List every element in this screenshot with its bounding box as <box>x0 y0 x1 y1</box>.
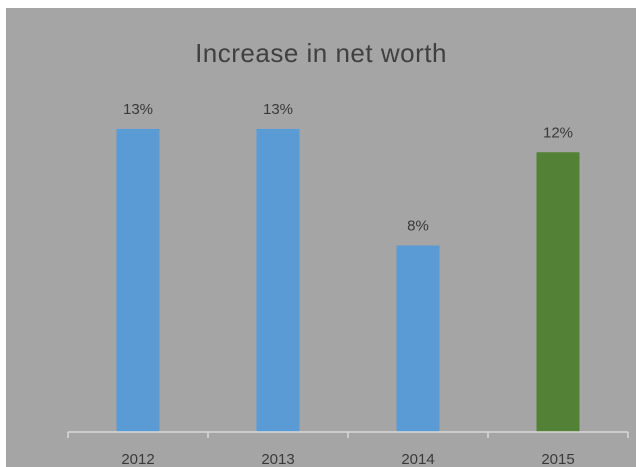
data-label-2013: 13% <box>263 101 293 118</box>
data-label-2014: 8% <box>407 218 429 235</box>
bar-chart: 13% 2012 13% 2013 8% 2014 12% 2015 <box>67 101 629 467</box>
bars-layer <box>116 128 580 432</box>
labels-layer: 13% 2012 13% 2013 8% 2014 12% 2015 <box>121 101 574 467</box>
x-tick-label-2013: 2013 <box>261 451 294 467</box>
bar-2014 <box>396 245 440 432</box>
x-tick-label-2014: 2014 <box>401 451 434 467</box>
chart-title: Increase in net worth <box>195 38 447 68</box>
x-axis <box>67 431 629 438</box>
data-label-2015: 12% <box>543 124 573 141</box>
bar-2015 <box>536 152 580 432</box>
bar-2013 <box>256 128 300 432</box>
bar-2012 <box>116 128 160 432</box>
x-tick-label-2012: 2012 <box>121 451 154 467</box>
chart-area: Increase in net worth 13% 2012 13% 2013 8% 20… <box>6 8 636 467</box>
data-label-2012: 13% <box>123 101 153 118</box>
x-tick-label-2015: 2015 <box>541 451 574 467</box>
